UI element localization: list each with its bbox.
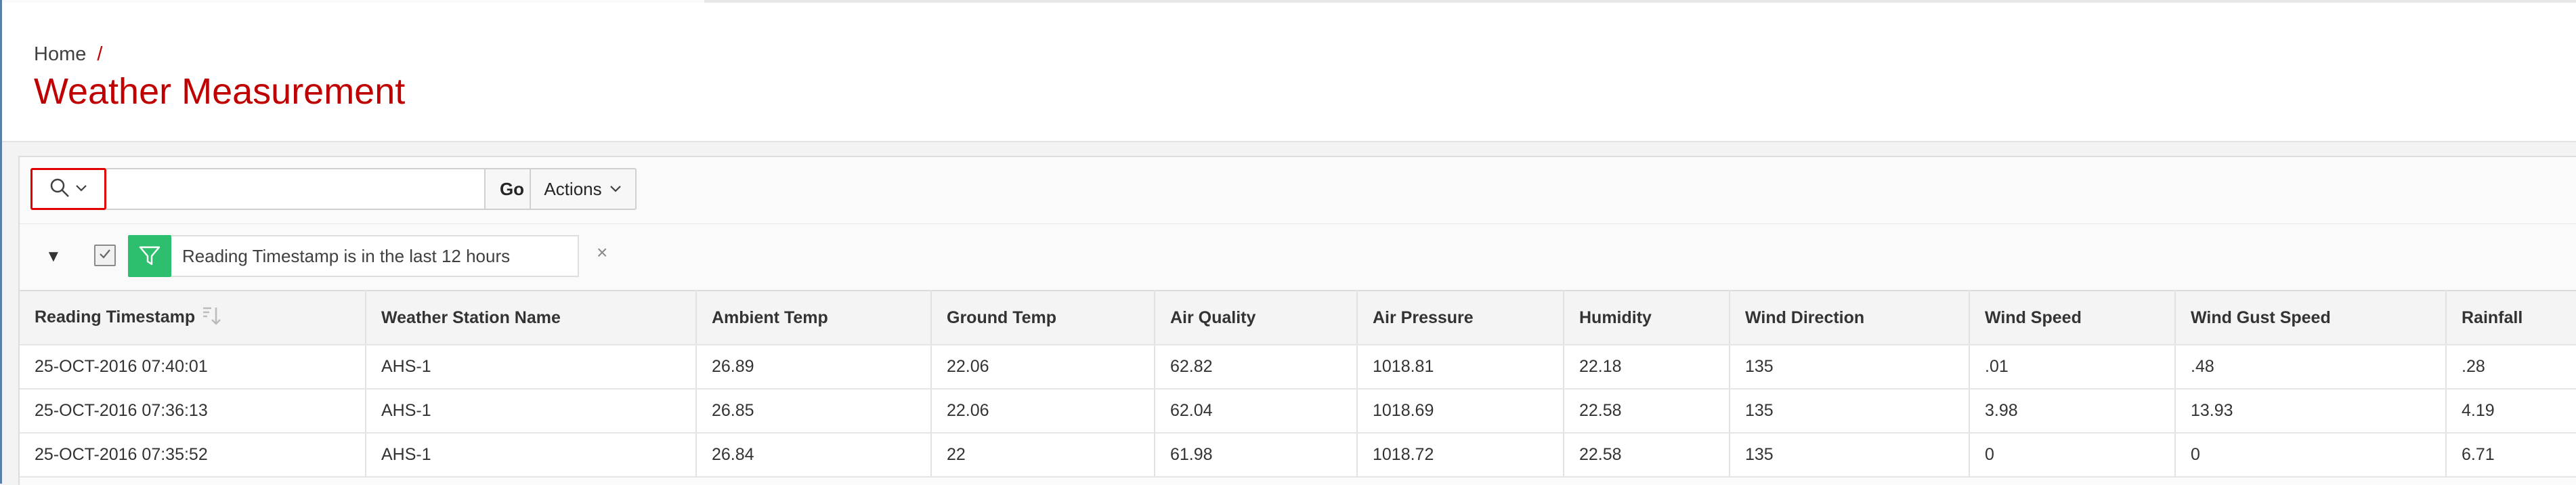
collapse-filters-toggle[interactable]: ▼ bbox=[45, 247, 62, 266]
filter-enable-checkbox[interactable] bbox=[94, 245, 116, 266]
table-cell: 22.18 bbox=[1564, 345, 1730, 389]
filter-funnel-icon bbox=[128, 235, 171, 277]
table-cell: 1018.72 bbox=[1357, 433, 1564, 478]
table-cell: 135 bbox=[1730, 389, 1970, 434]
column-header-wind-direction[interactable]: Wind Direction bbox=[1730, 290, 1970, 345]
report-toolbar: Go Actions bbox=[20, 157, 2576, 224]
search-icon bbox=[49, 177, 70, 202]
table-cell: 62.82 bbox=[1155, 345, 1358, 389]
table-cell: 0 bbox=[2175, 433, 2447, 478]
table-cell: 13.93 bbox=[2175, 389, 2447, 434]
table-cell: 3.98 bbox=[1969, 389, 2176, 434]
filter-row: ▼ Reading Timestamp is in the last 12 ho… bbox=[20, 224, 2576, 291]
table-row: 25-OCT-2016 07:40:01 AHS-1 26.89 22.06 6… bbox=[20, 345, 2576, 389]
table-header-row: Reading Timestamp Weather Station Name A… bbox=[20, 290, 2576, 345]
top-border-segment bbox=[0, 0, 704, 3]
column-header-humidity[interactable]: Humidity bbox=[1564, 290, 1730, 345]
actions-label: Actions bbox=[544, 178, 602, 199]
filter-text: Reading Timestamp is in the last 12 hour… bbox=[171, 235, 579, 277]
column-header-weather-station-name[interactable]: Weather Station Name bbox=[366, 290, 697, 345]
table-cell: 26.89 bbox=[696, 345, 932, 389]
interactive-report: Go Actions ▼ Reading Timestamp is in the… bbox=[18, 156, 2576, 485]
remove-filter-icon[interactable]: × bbox=[597, 242, 608, 263]
breadcrumb-home-link[interactable]: Home bbox=[34, 43, 87, 65]
table-cell: 22.06 bbox=[931, 345, 1155, 389]
page-header: Home / Weather Measurement bbox=[2, 3, 2576, 142]
table-cell: .48 bbox=[2175, 345, 2447, 389]
column-header-air-pressure[interactable]: Air Pressure bbox=[1357, 290, 1564, 345]
column-header-wind-speed[interactable]: Wind Speed bbox=[1969, 290, 2176, 345]
left-edge bbox=[0, 0, 2, 484]
table-cell: 1018.69 bbox=[1357, 389, 1564, 434]
table-cell: 26.84 bbox=[696, 433, 932, 478]
table-cell: 25-OCT-2016 07:36:13 bbox=[20, 389, 366, 434]
table-cell: 62.04 bbox=[1155, 389, 1358, 434]
table-cell: 0 bbox=[1969, 433, 2176, 478]
table-cell: AHS-1 bbox=[366, 345, 697, 389]
table-cell: 1018.81 bbox=[1357, 345, 1564, 389]
table-cell: 4.19 bbox=[2446, 389, 2576, 434]
breadcrumb-separator: / bbox=[97, 43, 103, 65]
table-cell: .28 bbox=[2446, 345, 2576, 389]
checkmark-icon bbox=[98, 247, 112, 265]
chevron-down-icon bbox=[609, 179, 622, 200]
column-header-ground-temp[interactable]: Ground Temp bbox=[931, 290, 1155, 345]
table-cell: 22.58 bbox=[1564, 389, 1730, 434]
chevron-down-icon bbox=[74, 181, 88, 198]
actions-menu-button[interactable]: Actions bbox=[530, 168, 637, 210]
search-group: Go bbox=[30, 168, 540, 210]
table-cell: .01 bbox=[1969, 345, 2176, 389]
table-cell: 6.71 bbox=[2446, 433, 2576, 478]
breadcrumb: Home / bbox=[34, 43, 102, 66]
table-cell: 26.85 bbox=[696, 389, 932, 434]
search-column-button[interactable] bbox=[30, 168, 106, 210]
table-cell: 135 bbox=[1730, 345, 1970, 389]
table-cell: 22.06 bbox=[931, 389, 1155, 434]
table-cell: AHS-1 bbox=[366, 433, 697, 478]
table-row: 25-OCT-2016 07:35:52 AHS-1 26.84 22 61.9… bbox=[20, 433, 2576, 478]
sort-descending-icon[interactable] bbox=[200, 305, 222, 331]
table-cell: 22.58 bbox=[1564, 433, 1730, 478]
table-cell: 61.98 bbox=[1155, 433, 1358, 478]
column-header-ambient-temp[interactable]: Ambient Temp bbox=[696, 290, 932, 345]
search-input[interactable] bbox=[106, 168, 486, 210]
column-header-label: Reading Timestamp bbox=[35, 307, 196, 326]
table-cell: 22 bbox=[931, 433, 1155, 478]
column-header-reading-timestamp[interactable]: Reading Timestamp bbox=[20, 290, 366, 345]
top-border bbox=[0, 0, 2576, 3]
report-table: Reading Timestamp Weather Station Name A… bbox=[20, 290, 2576, 478]
table-cell: 25-OCT-2016 07:40:01 bbox=[20, 345, 366, 389]
filter-chip[interactable]: Reading Timestamp is in the last 12 hour… bbox=[128, 235, 579, 277]
table-cell: 25-OCT-2016 07:35:52 bbox=[20, 433, 366, 478]
column-header-rainfall[interactable]: Rainfall bbox=[2446, 290, 2576, 345]
table-row: 25-OCT-2016 07:36:13 AHS-1 26.85 22.06 6… bbox=[20, 389, 2576, 434]
page-title: Weather Measurement bbox=[34, 71, 406, 112]
table-cell: AHS-1 bbox=[366, 389, 697, 434]
column-header-wind-gust-speed[interactable]: Wind Gust Speed bbox=[2175, 290, 2447, 345]
column-header-air-quality[interactable]: Air Quality bbox=[1155, 290, 1358, 345]
table-cell: 135 bbox=[1730, 433, 1970, 478]
